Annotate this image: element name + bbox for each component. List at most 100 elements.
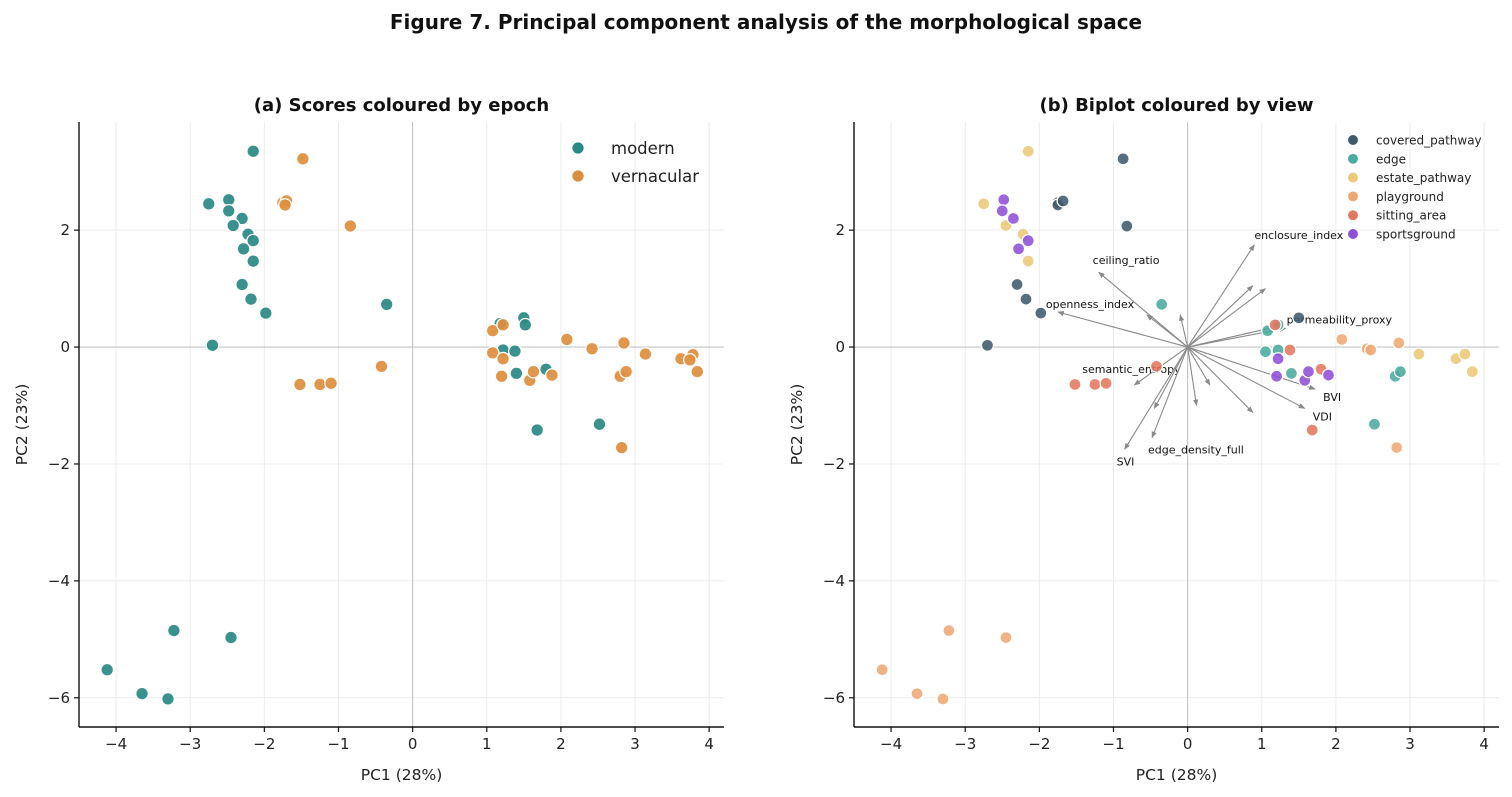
data-point xyxy=(1068,377,1082,392)
loading-vector-unlabeled xyxy=(1178,314,1189,348)
x-tick-label: 0 xyxy=(1183,735,1193,753)
loading-vector-VDI xyxy=(1187,346,1306,409)
legend-marker xyxy=(571,169,585,183)
data-point xyxy=(292,377,307,392)
loading-vector-label: edge_density_full xyxy=(1148,444,1244,457)
legend-marker xyxy=(1346,208,1360,222)
data-point xyxy=(1390,440,1404,455)
y-tick-label: 2 xyxy=(60,221,70,239)
series-modern xyxy=(100,144,607,706)
loading-vector-label: permeability_proxy xyxy=(1287,314,1393,327)
data-point xyxy=(507,344,522,359)
data-point xyxy=(1321,368,1336,382)
data-point xyxy=(1269,369,1284,383)
x-tick-label: −3 xyxy=(954,735,976,753)
x-tick-label: 0 xyxy=(408,735,418,753)
data-point xyxy=(682,352,697,367)
legend-marker xyxy=(1346,227,1360,241)
data-point xyxy=(518,317,533,332)
data-point xyxy=(166,623,181,638)
y-tick-label: −4 xyxy=(48,572,70,590)
panel-title: (b) Biplot coloured by view xyxy=(1039,95,1313,116)
legend-label: playground xyxy=(1376,190,1444,204)
legend-marker xyxy=(571,141,585,155)
data-point xyxy=(278,198,293,212)
data-point xyxy=(690,364,705,379)
legend-marker xyxy=(1346,190,1360,203)
loading-vector-edge_density_full xyxy=(1151,346,1189,439)
data-point xyxy=(100,662,115,677)
data-point xyxy=(1034,306,1048,320)
panel-b-biplot-by-view: −4 −3 −2 −1 0 1 2 3 4 −6 −4 −2 0 2 (b) Biplot coloured… xyxy=(788,95,1499,784)
x-tick-label: 3 xyxy=(630,735,640,753)
legend-label: sportsground xyxy=(1376,228,1456,242)
data-point xyxy=(496,317,511,332)
loading-vector-label: BVI xyxy=(1323,391,1341,404)
data-point xyxy=(205,338,220,353)
data-point xyxy=(485,323,500,338)
data-point xyxy=(1258,345,1273,359)
data-point xyxy=(374,359,389,374)
loading-vector-label: SVI xyxy=(1117,455,1135,468)
data-point xyxy=(295,151,310,166)
loading-vector-label: semantic_entropy xyxy=(1082,363,1181,376)
legend-marker xyxy=(1346,152,1360,166)
loading-vector-enclosure_index xyxy=(1187,244,1255,348)
loading-vector-label: enclosure_index xyxy=(1254,229,1343,242)
data-point xyxy=(585,341,599,356)
legend-label: vernacular xyxy=(611,167,699,186)
data-point xyxy=(545,368,559,383)
data-point xyxy=(1465,364,1479,379)
y-tick-label: −6 xyxy=(48,689,70,707)
data-point xyxy=(942,623,956,638)
data-point xyxy=(485,345,500,360)
data-point xyxy=(224,630,238,645)
loading-vector-BVI xyxy=(1187,346,1316,390)
series-sportsground xyxy=(995,193,1336,388)
data-point xyxy=(530,423,545,438)
data-point xyxy=(910,687,924,701)
data-point xyxy=(1292,311,1306,325)
series-sitting_area xyxy=(1068,318,1328,437)
data-point xyxy=(980,338,995,352)
legend-label: sitting_area xyxy=(1376,209,1446,223)
data-point xyxy=(246,144,261,159)
legend: modern vernacular xyxy=(571,139,699,186)
loading-vector-unlabeled xyxy=(1153,346,1189,410)
y-axis-label: PC2 (23%) xyxy=(13,384,31,466)
data-point xyxy=(1088,377,1102,392)
x-tick-label: −1 xyxy=(327,735,349,753)
series-edge xyxy=(1155,297,1408,431)
data-point xyxy=(258,306,273,321)
data-point xyxy=(221,203,236,218)
data-point xyxy=(1367,417,1382,431)
data-point xyxy=(619,364,634,379)
data-point xyxy=(1056,194,1070,208)
data-point xyxy=(638,347,653,362)
data-point xyxy=(1011,242,1026,256)
data-point xyxy=(1099,376,1113,390)
series-playground xyxy=(875,332,1406,706)
legend-marker xyxy=(1346,133,1360,147)
series-vernacular xyxy=(275,151,705,455)
loading-vector-openness_index xyxy=(1057,310,1188,348)
loading-vector-unlabeled xyxy=(1187,285,1254,348)
data-point xyxy=(1283,343,1297,357)
series-estate_pathway xyxy=(977,144,1479,379)
data-point xyxy=(592,417,607,432)
loading-vector-unlabeled xyxy=(1187,346,1211,386)
x-tick-label: 2 xyxy=(556,735,566,753)
legend-label: covered_pathway xyxy=(1376,134,1482,148)
panel-a-scores-by-epoch: −4 −3 −2 −1 0 1 2 3 4 −6 −4 −2 0 2 (a) Scores coloured… xyxy=(13,95,724,784)
data-point xyxy=(526,364,541,379)
data-point xyxy=(559,332,574,347)
data-point xyxy=(1305,423,1319,437)
data-point xyxy=(995,204,1009,218)
panel-title: (a) Scores coloured by epoch xyxy=(254,95,549,116)
x-tick-label: 1 xyxy=(1257,735,1267,753)
y-axis-label: PC2 (23%) xyxy=(788,384,806,466)
x-tick-label: 4 xyxy=(704,735,714,753)
x-tick-label: 2 xyxy=(1331,735,1341,753)
loading-vector-label: ceiling_ratio xyxy=(1093,254,1160,267)
